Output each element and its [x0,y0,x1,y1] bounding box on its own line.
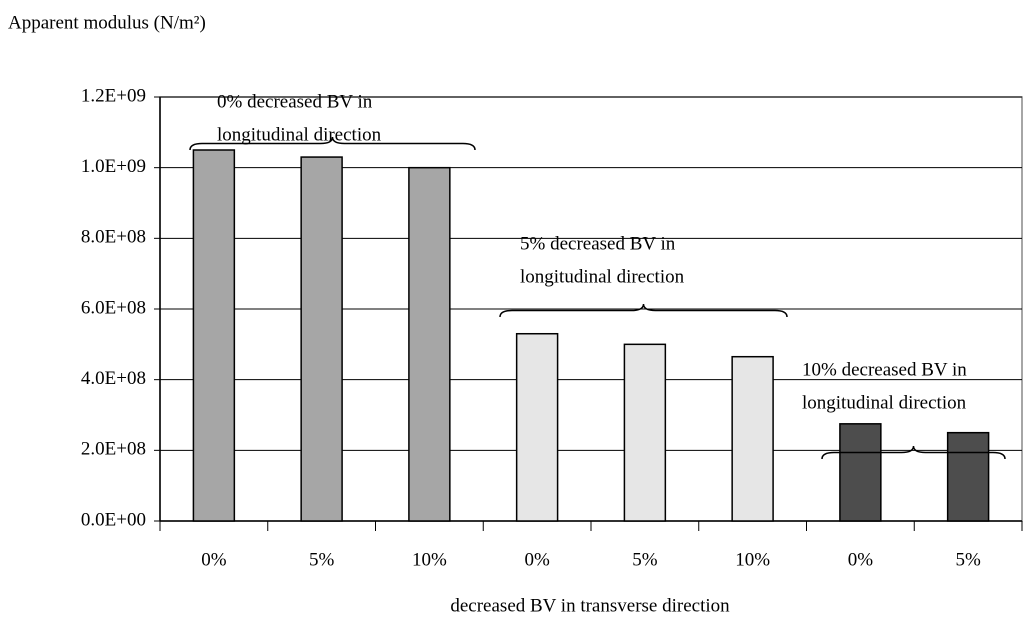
bar [731,355,774,522]
brace [821,445,1006,460]
brace [189,136,476,151]
bar [300,156,343,522]
y-tick-label: 1.2E+09 [81,85,146,106]
x-axis-label: decreased BV in transverse direction [450,595,730,616]
bar [408,166,451,522]
x-tick-label: 0% [201,549,227,570]
y-tick-label: 8.0E+08 [81,227,146,248]
x-tick-label: 10% [735,549,770,570]
bar [946,431,990,522]
bar [192,149,236,522]
x-tick-label: 0% [524,549,550,570]
annotation: longitudinal direction [802,392,967,413]
y-tick-label: 1.0E+09 [81,156,146,177]
x-tick-label: 5% [955,549,981,570]
annotation: longitudinal direction [217,124,382,145]
annotation: 10% decreased BV in [802,359,967,380]
annotation: longitudinal direction [520,266,685,287]
y-axis-label: Apparent modulus (N/m²) [8,12,206,33]
y-tick-label: 2.0E+08 [81,439,146,460]
bar [839,423,882,522]
x-tick-label: 5% [309,549,335,570]
x-tick-label: 0% [848,549,874,570]
x-tick-label: 10% [412,549,447,570]
annotation: 0% decreased BV in [217,91,373,112]
brace [499,303,788,318]
x-tick-label: 5% [632,549,658,570]
y-tick-label: 6.0E+08 [81,297,146,318]
annotation: 5% decreased BV in [520,233,676,254]
y-tick-label: 0.0E+00 [81,509,146,530]
bar [623,343,667,522]
bar [515,332,559,522]
y-tick-label: 4.0E+08 [81,368,146,389]
